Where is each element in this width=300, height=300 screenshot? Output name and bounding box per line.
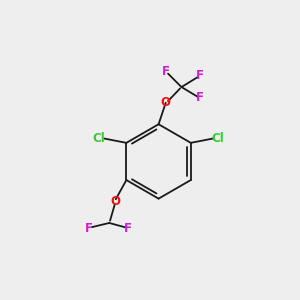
Text: F: F — [196, 69, 204, 82]
Text: Cl: Cl — [212, 132, 224, 145]
Text: O: O — [161, 96, 171, 109]
Text: Cl: Cl — [93, 132, 106, 145]
Text: F: F — [124, 222, 132, 235]
Text: F: F — [85, 222, 93, 235]
Text: O: O — [110, 195, 120, 208]
Text: F: F — [162, 65, 170, 78]
Text: F: F — [196, 92, 203, 104]
